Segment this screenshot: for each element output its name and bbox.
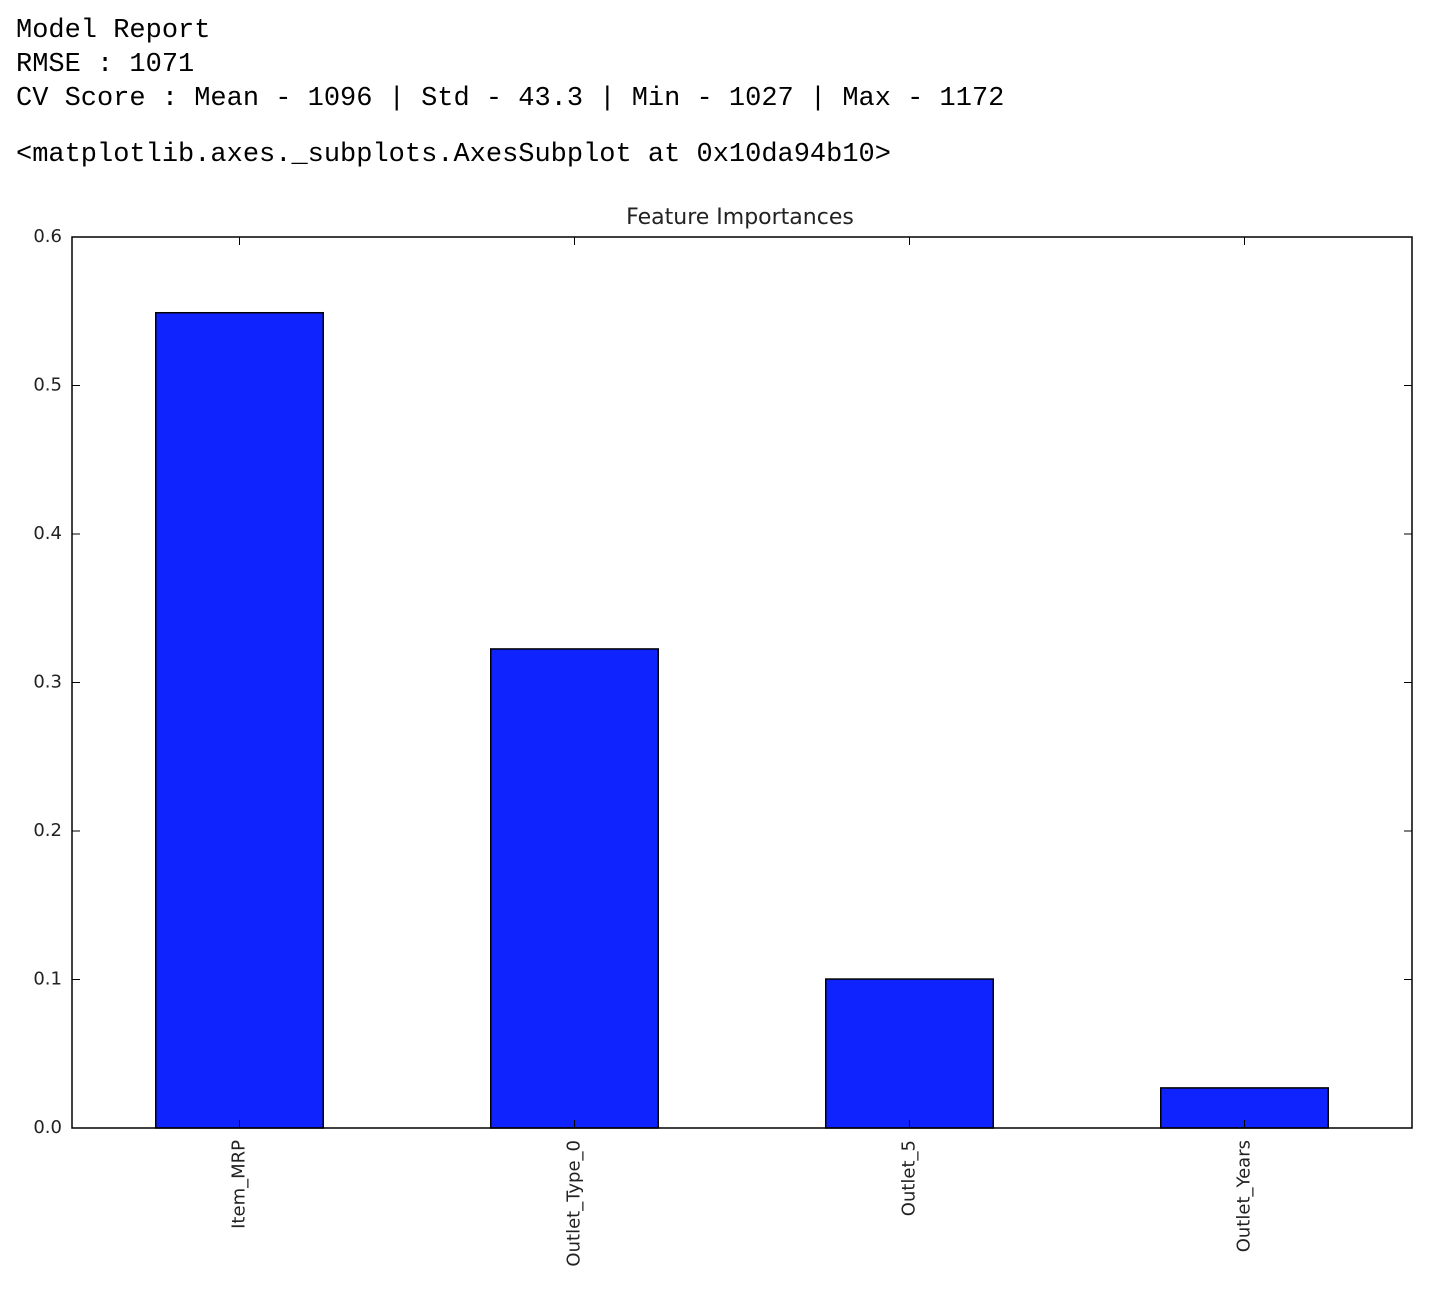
y-tick-label: 0.1: [33, 969, 62, 990]
y-tick-label: 0.4: [33, 523, 62, 544]
y-tick-label: 0.5: [33, 375, 62, 396]
bar: [490, 648, 659, 1129]
x-tick-label: Outlet_Type_0: [564, 1140, 585, 1267]
x-tick-label: Item_MRP: [229, 1140, 250, 1229]
x-tick-label: Outlet_Years: [1234, 1140, 1255, 1252]
chart-title: Feature Importances: [626, 205, 854, 230]
y-tick-label: 0.0: [33, 1117, 62, 1138]
y-tick-label: 0.6: [33, 226, 62, 247]
bar: [825, 978, 994, 1129]
output-line: RMSE : 1071: [16, 50, 194, 80]
bar: [155, 311, 324, 1129]
output-line: CV Score : Mean - 1096 | Std - 43.3 | Mi…: [16, 84, 1004, 114]
x-tick-label: Outlet_5: [899, 1140, 920, 1216]
y-tick-label: 0.3: [33, 672, 62, 693]
plot-frame: [71, 236, 1413, 1129]
output-line: Model Report: [16, 16, 210, 46]
output-repr: <matplotlib.axes._subplots.AxesSubplot a…: [16, 140, 891, 170]
y-tick-label: 0.2: [33, 820, 62, 841]
